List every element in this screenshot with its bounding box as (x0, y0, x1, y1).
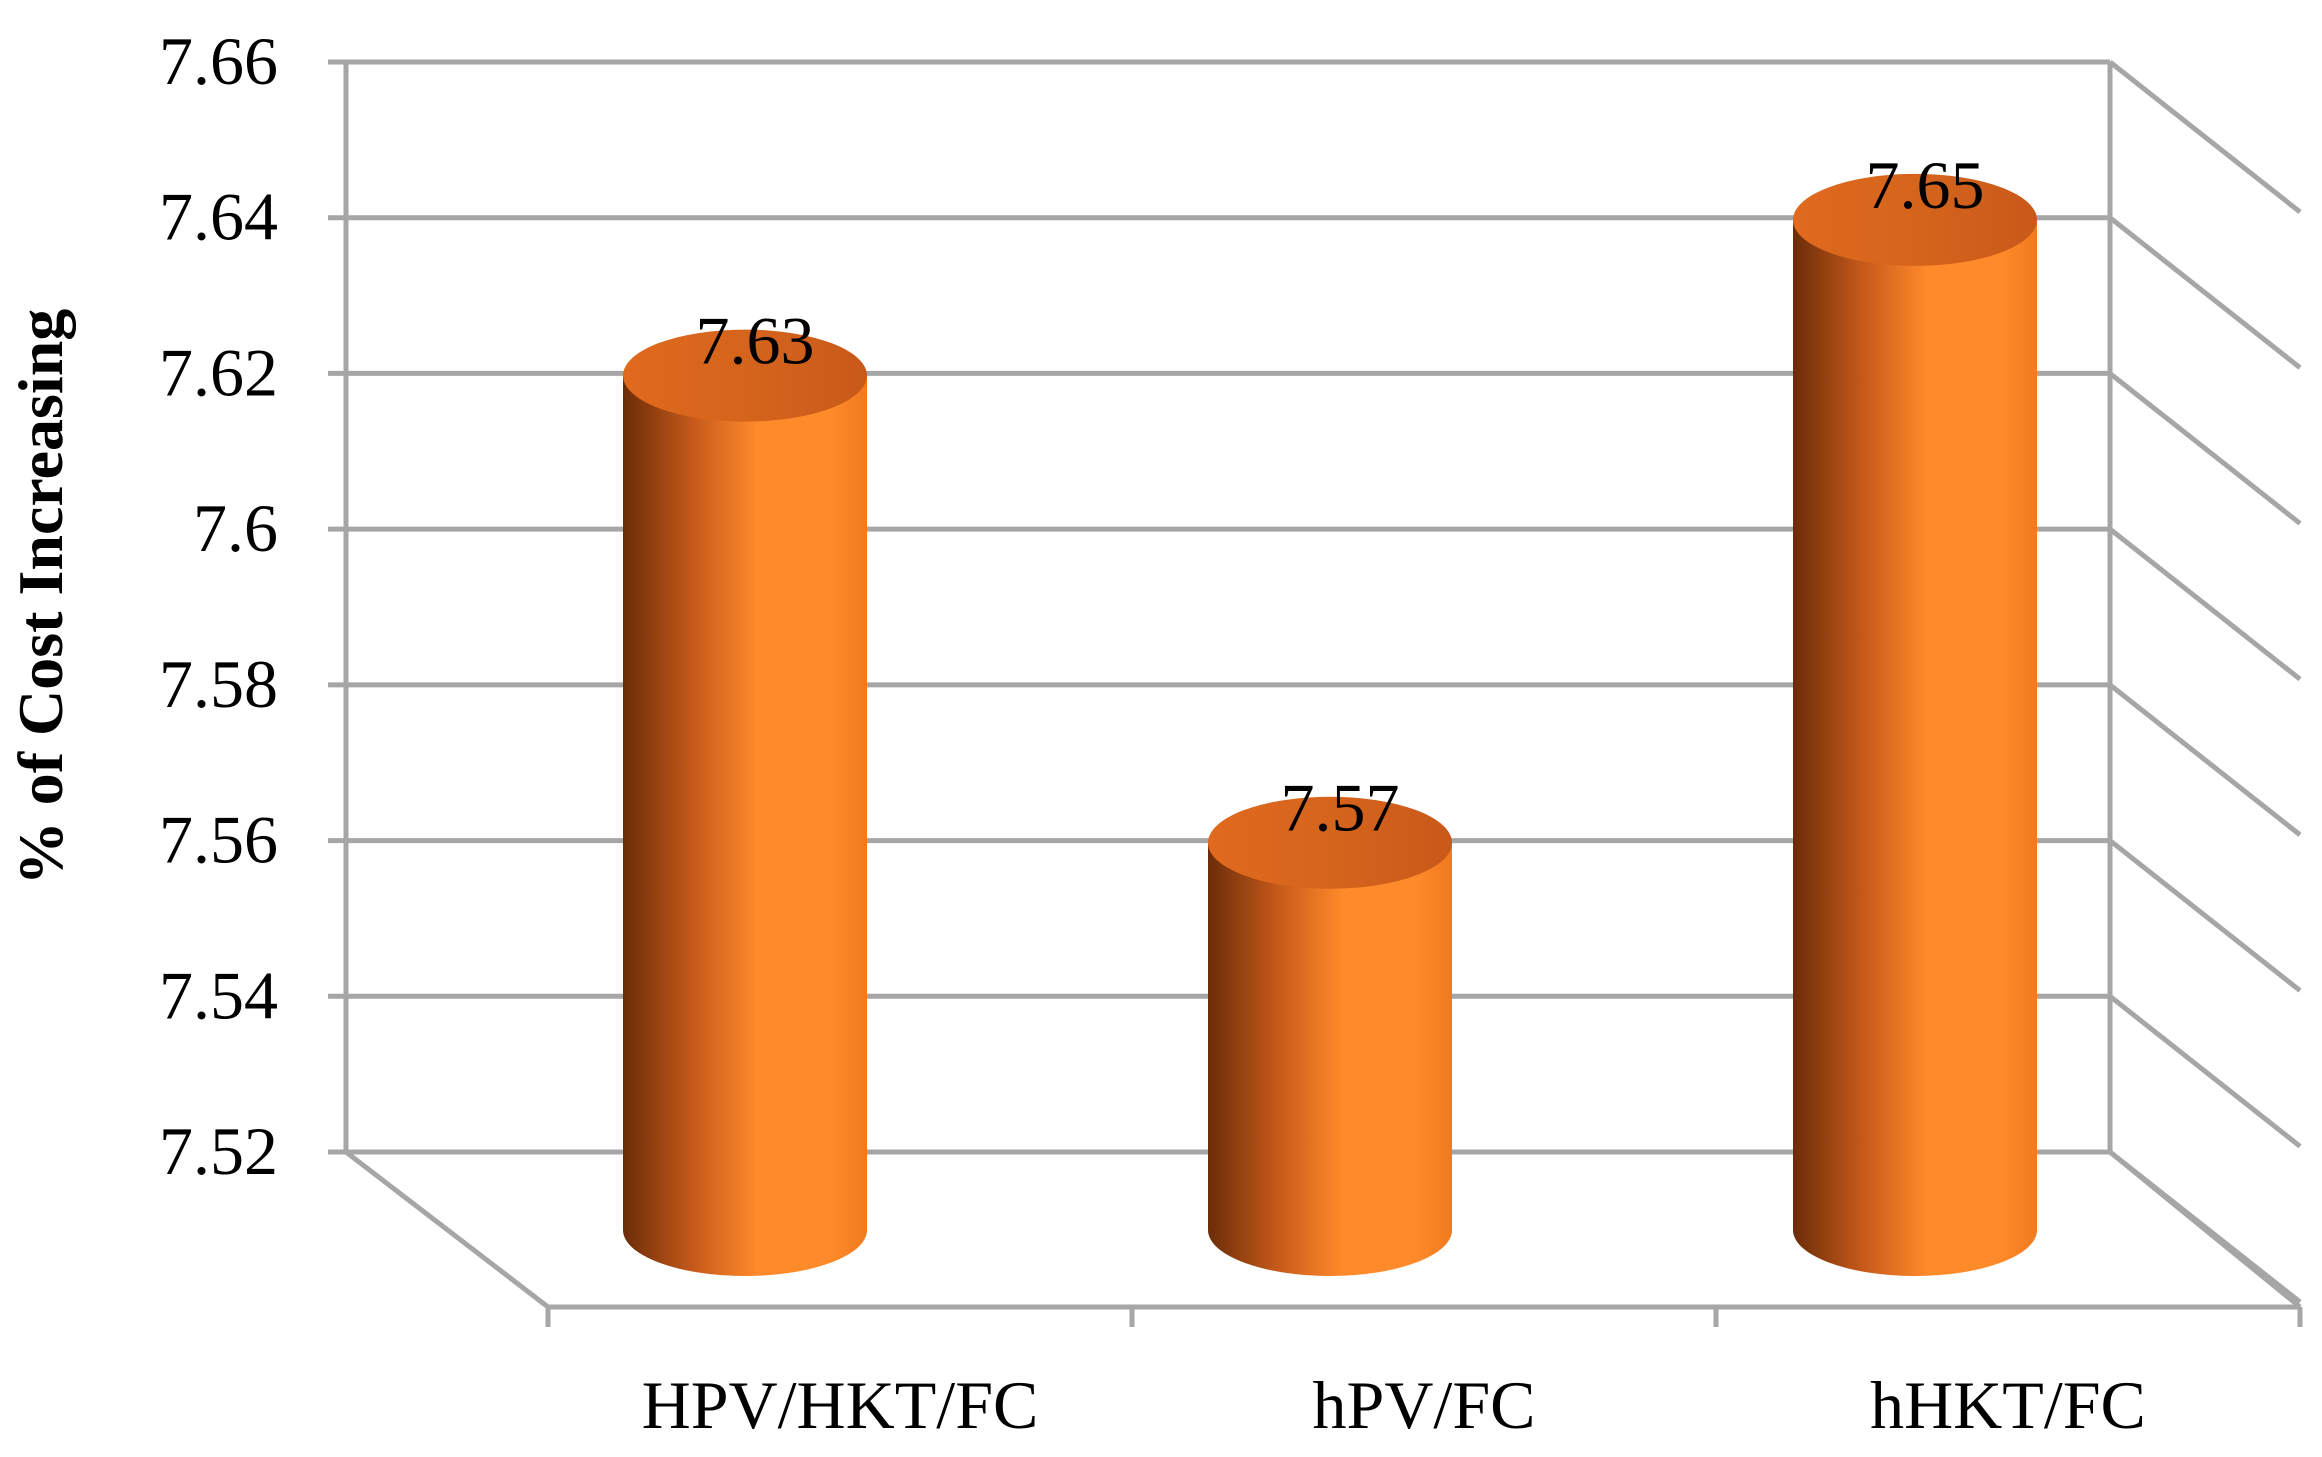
gridline-side (2108, 527, 2302, 682)
y-tick-label: 7.64 (159, 179, 278, 255)
y-tick-label: 7.54 (159, 957, 278, 1033)
bar-body (1793, 219, 2037, 1276)
y-tick-label: 7.66 (159, 23, 278, 99)
gridline-side (2108, 371, 2302, 526)
floor-left-edge (344, 1150, 550, 1309)
y-tick-label: 7.52 (159, 1113, 278, 1189)
gridline-side (2108, 838, 2302, 993)
x-category-label: HPV/HKT/FC (642, 1367, 1039, 1443)
bar-body (1208, 842, 1452, 1276)
data-label: 7.57 (1281, 770, 1400, 846)
x-category-label: hHKT/FC (1870, 1367, 2146, 1443)
bar (1208, 796, 1452, 1276)
bar-top (1208, 796, 1452, 889)
bar-body (623, 375, 867, 1277)
data-label: 7.63 (696, 303, 815, 379)
y-tick-label: 7.56 (159, 802, 278, 878)
y-axis-ticks: 7.66 7.64 7.62 7.6 7.58 7.56 7.54 7.52 (159, 23, 278, 1189)
y-tick-label: 7.6 (193, 490, 278, 566)
floor-right-edge (2108, 1150, 2302, 1309)
gridline-side (2108, 994, 2302, 1149)
x-axis-categories: HPV/HKT/FC hPV/FC hHKT/FC (642, 1367, 2146, 1443)
bar-top (1793, 173, 2037, 266)
y-tick-label: 7.58 (159, 646, 278, 722)
gridline-side (2108, 60, 2302, 214)
y-tick-label: 7.62 (159, 334, 278, 410)
gridline-side (2108, 215, 2302, 370)
bars (623, 173, 2037, 1277)
data-label: 7.65 (1866, 147, 1985, 223)
x-category-label: hPV/FC (1313, 1367, 1536, 1443)
bar (1793, 173, 2037, 1276)
bar-top (623, 329, 867, 422)
data-labels: 7.63 7.57 7.65 (696, 147, 1985, 846)
bar (623, 329, 867, 1277)
gridline-side (2108, 682, 2302, 837)
y-axis-title: % of Cost Increasing (5, 309, 76, 886)
